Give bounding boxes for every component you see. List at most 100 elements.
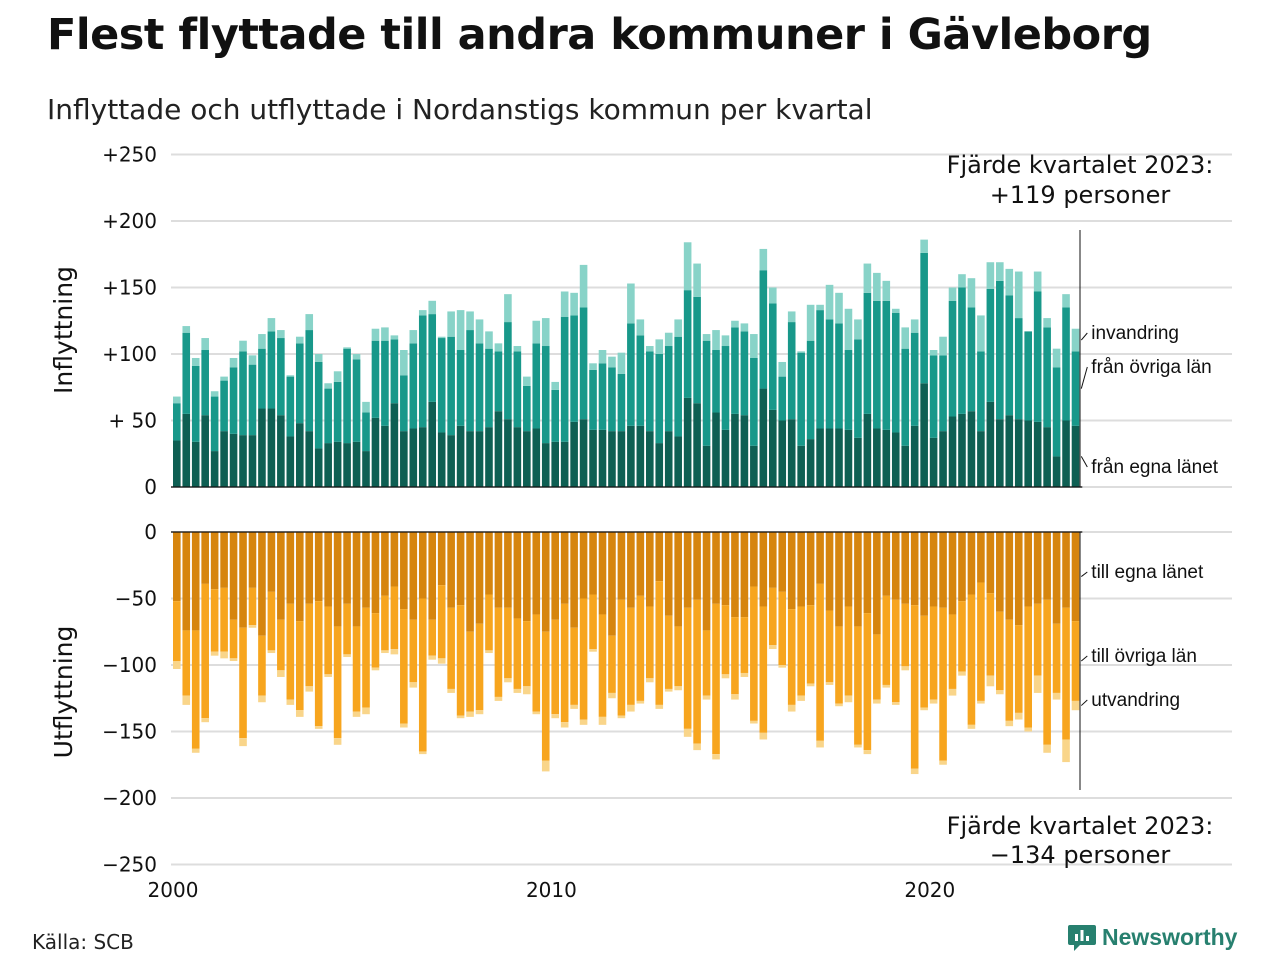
y-tick-label: +200 xyxy=(102,209,157,233)
bar-segment xyxy=(314,726,323,729)
bar-segment xyxy=(1033,675,1042,693)
bar-segment xyxy=(343,347,351,349)
bar-segment xyxy=(1062,307,1070,421)
bar-segment xyxy=(797,351,805,353)
bar-segment xyxy=(636,532,645,596)
bar-segment xyxy=(882,684,891,688)
bar-segment xyxy=(191,441,200,487)
bar-segment xyxy=(173,403,181,441)
bar-segment xyxy=(248,364,257,436)
bar-segment xyxy=(882,532,891,596)
bar-segment xyxy=(191,532,200,631)
bar-segment xyxy=(664,332,673,347)
bar-segment xyxy=(267,331,276,409)
bar-segment xyxy=(437,532,446,586)
bar-segment xyxy=(683,290,692,398)
bar-segment xyxy=(381,532,389,596)
bar-segment xyxy=(797,606,805,696)
bar-segment xyxy=(986,593,995,676)
bar-segment xyxy=(324,383,332,389)
bar-segment xyxy=(920,383,928,487)
bar-segment xyxy=(277,415,285,487)
bar-segment xyxy=(806,340,815,440)
bar-segment xyxy=(693,296,701,404)
bar-segment xyxy=(239,435,247,487)
bar-segment xyxy=(854,339,862,438)
bar-segment xyxy=(456,310,465,351)
bar-segment xyxy=(910,532,919,606)
bar-segment xyxy=(967,411,976,487)
bar-segment xyxy=(418,532,427,599)
bar-segment xyxy=(977,315,985,352)
bar-segment xyxy=(844,429,853,487)
bar-segment xyxy=(437,432,446,487)
bar-segment xyxy=(523,686,531,695)
bar-segment xyxy=(466,631,474,712)
bar-segment xyxy=(418,315,427,428)
bar-segment xyxy=(352,711,361,717)
bar-segment xyxy=(646,351,654,432)
bar-segment xyxy=(655,339,664,354)
bar-segment xyxy=(589,594,597,650)
bar-segment xyxy=(523,431,531,487)
bar-segment xyxy=(362,707,370,715)
bar-segment xyxy=(1043,327,1051,428)
bar-segment xyxy=(712,603,720,755)
bar-segment xyxy=(371,340,380,418)
bar-segment xyxy=(759,532,768,607)
bar-segment xyxy=(750,532,758,587)
bar-segment xyxy=(305,330,314,432)
bar-segment xyxy=(891,432,900,487)
bar-segment xyxy=(1005,415,1014,487)
bar-segment xyxy=(570,532,578,628)
bar-segment xyxy=(324,606,332,675)
bar-segment xyxy=(494,351,503,412)
bar-segment xyxy=(1005,720,1014,727)
bar-segment xyxy=(844,532,853,607)
bar-segment xyxy=(787,609,796,705)
bar-segment xyxy=(191,630,200,749)
bar-segment xyxy=(958,601,966,672)
bar-segment xyxy=(948,287,957,301)
bar-segment xyxy=(532,320,541,344)
bar-segment xyxy=(381,425,389,487)
bar-segment xyxy=(456,715,465,719)
bar-segment xyxy=(816,583,824,741)
bar-segment xyxy=(797,352,805,446)
bar-segment xyxy=(295,423,304,487)
bar-segment xyxy=(863,613,872,751)
bar-segment xyxy=(608,367,616,432)
bar-segment xyxy=(343,348,351,444)
bar-segment xyxy=(362,401,370,413)
bar-segment xyxy=(759,732,768,740)
annotation-text: −134 personer xyxy=(990,841,1171,869)
bar-segment xyxy=(1071,328,1080,352)
brand-name: Newsworthy xyxy=(1102,923,1238,950)
bar-segment xyxy=(541,443,550,487)
bar-segment xyxy=(996,419,1004,487)
bar-segment xyxy=(589,369,597,430)
bar-segment xyxy=(324,388,332,444)
bar-segment xyxy=(731,532,739,618)
bar-segment xyxy=(579,419,588,487)
bar-segment xyxy=(910,425,919,487)
bar-segment xyxy=(570,421,578,487)
bar-segment xyxy=(608,431,616,487)
bar-segment xyxy=(939,355,947,432)
bar-segment xyxy=(589,363,597,370)
bar-segment xyxy=(636,700,645,704)
bar-segment xyxy=(731,617,739,695)
bar-segment xyxy=(210,651,219,656)
bar-segment xyxy=(286,699,295,705)
bar-segment xyxy=(958,274,966,288)
bar-segment xyxy=(939,607,947,761)
bar-segment xyxy=(551,619,559,715)
bar-segment xyxy=(390,649,399,655)
bar-segment xyxy=(1071,532,1080,622)
bar-segment xyxy=(768,409,777,487)
bar-segment xyxy=(560,291,569,317)
bar-segment xyxy=(447,607,455,689)
legend-label: till egna länet xyxy=(1091,562,1204,583)
bar-segment xyxy=(418,427,427,487)
bar-segment xyxy=(731,694,739,700)
